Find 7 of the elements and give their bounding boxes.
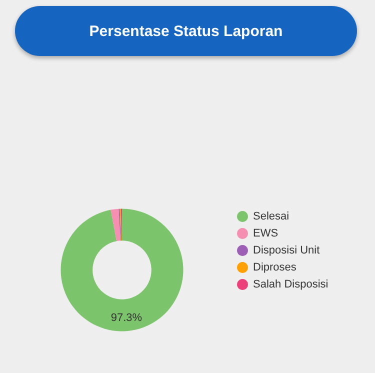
- chart-title: Persentase Status Laporan: [15, 6, 357, 56]
- legend-label: EWS: [253, 228, 278, 240]
- legend-label: Disposisi Unit: [253, 244, 320, 256]
- data-label: 97.3%: [110, 312, 142, 324]
- legend-label: Selesai: [253, 210, 290, 222]
- legend-label: Diproses: [253, 262, 297, 274]
- legend-label: Salah Disposisi: [253, 278, 328, 290]
